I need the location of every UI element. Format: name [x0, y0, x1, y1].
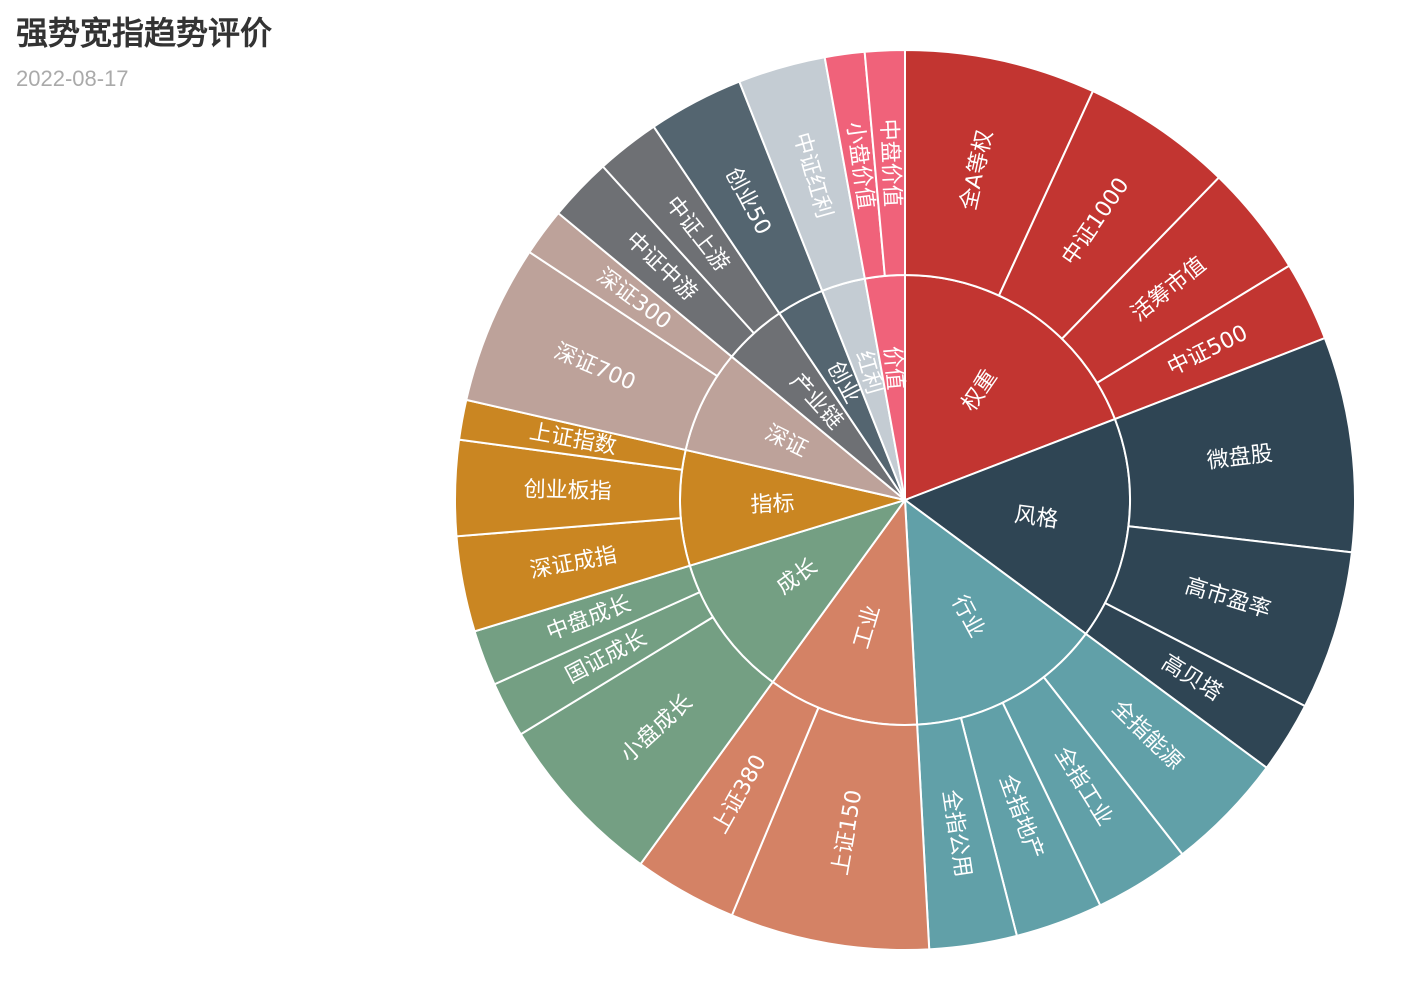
sunburst-group-label: 指标	[750, 491, 795, 518]
sunburst-leaf-label: 中盘价值	[875, 118, 904, 207]
sunburst-group-label: 风格	[1013, 502, 1060, 533]
chart-title: 强势宽指趋势评价	[16, 14, 273, 52]
sunburst-leaf-slice-11-2[interactable]	[863, 48, 906, 277]
chart-subtitle: 2022-08-17	[16, 66, 129, 91]
sunburst-leaf-label: 创业板指	[523, 477, 612, 504]
sunburst-group-label: 价值	[879, 345, 908, 391]
